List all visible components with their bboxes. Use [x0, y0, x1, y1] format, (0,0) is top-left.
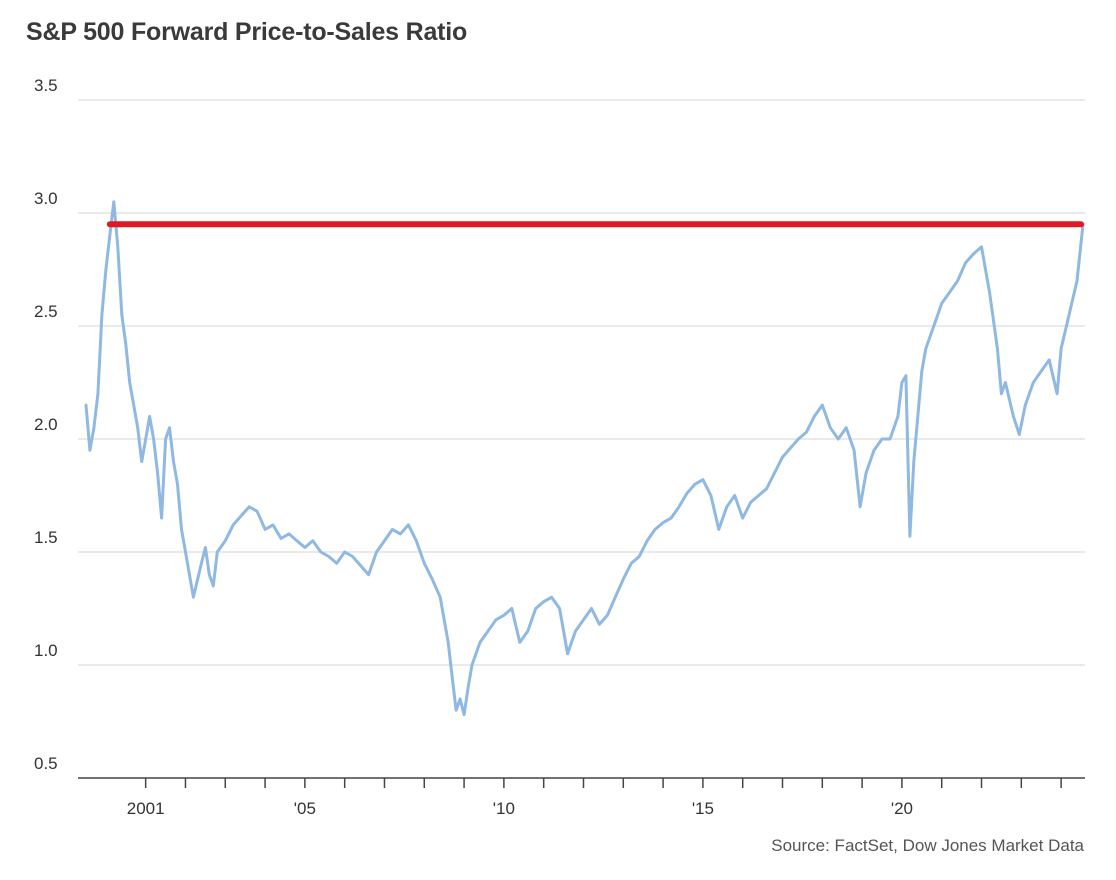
x-axis: 2001 '05 '10 '15 '20: [78, 777, 1085, 818]
y-axis-ticks: 0.5 1.0 1.5 2.0 2.5 3.0 3.5: [34, 76, 58, 773]
grid-lines: [78, 99, 1085, 666]
series-line: [84, 200, 1085, 717]
y-tick-label: 1.0: [34, 641, 58, 660]
x-tick-label: '15: [692, 799, 714, 818]
y-tick-label: 3.5: [34, 76, 58, 95]
y-tick-label: 2.0: [34, 415, 58, 434]
y-tick-label: 0.5: [34, 754, 58, 773]
y-tick-label: 1.5: [34, 528, 58, 547]
chart-source: Source: FactSet, Dow Jones Market Data: [771, 836, 1084, 855]
x-tick-label: '05: [294, 799, 316, 818]
y-tick-label: 2.5: [34, 302, 58, 321]
x-tick-label: '20: [891, 799, 913, 818]
y-tick-label: 3.0: [34, 189, 58, 208]
x-tick-label: 2001: [127, 799, 165, 818]
x-tick-label: '10: [493, 799, 515, 818]
series-layer: [84, 200, 1085, 717]
chart-title: S&P 500 Forward Price-to-Sales Ratio: [26, 18, 468, 46]
